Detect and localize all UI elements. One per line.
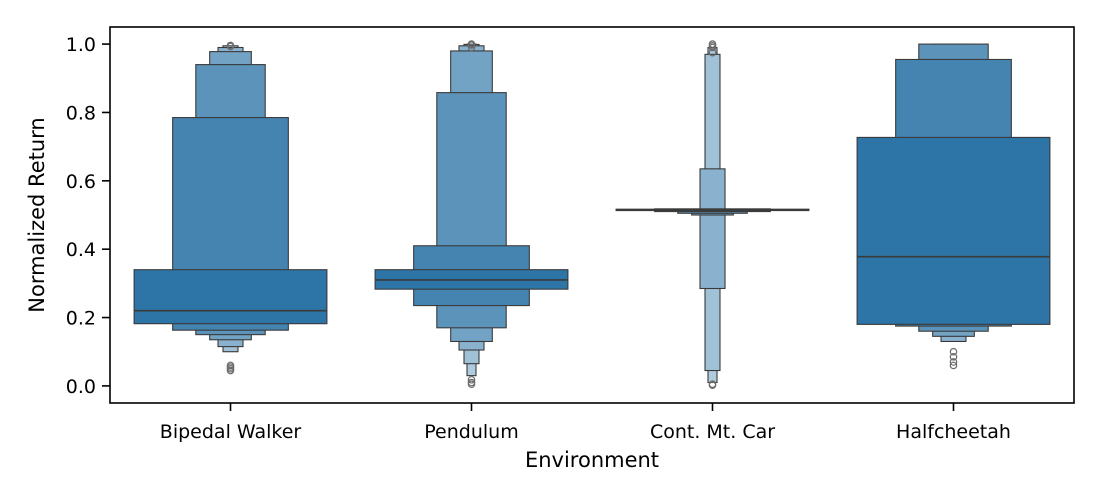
y-tick-label: 0.6 xyxy=(66,171,96,193)
x-tick-label: Pendulum xyxy=(424,421,518,443)
outlier-point xyxy=(949,347,958,356)
box-group-2 xyxy=(374,40,569,389)
letter-value-box xyxy=(856,136,1051,325)
outlier-point xyxy=(467,43,476,52)
outlier-point xyxy=(467,378,476,387)
outlier-point xyxy=(949,353,958,361)
axes-layer: 0.0 0.2 0.4 0.6 0.8 1.0 Bipedal Walker Pendulum… xyxy=(66,26,1075,443)
y-tick-label: 0.4 xyxy=(66,239,96,261)
outlier-point xyxy=(226,41,235,50)
y-tick-label: 0.0 xyxy=(66,376,96,398)
boxes-layer xyxy=(133,40,1051,390)
x-tick-label: Cont. Mt. Car xyxy=(650,421,775,443)
outlier-point xyxy=(949,358,958,366)
box-group-3 xyxy=(615,40,810,390)
y-tick-label: 1.0 xyxy=(66,34,96,56)
outlier-point xyxy=(708,40,717,48)
outlier-point xyxy=(226,361,235,370)
box-group-4 xyxy=(856,43,1051,370)
letter-value-box xyxy=(699,168,726,290)
y-axis-title: Normalized Return xyxy=(25,117,49,312)
outlier-point xyxy=(467,40,476,48)
x-tick-label: Bipedal Walker xyxy=(160,421,302,443)
plot-frame xyxy=(109,26,1075,404)
x-axis-title: Environment xyxy=(525,448,659,472)
y-tick-label: 0.8 xyxy=(66,102,96,124)
outlier-point xyxy=(708,380,717,389)
letter-value-box xyxy=(133,269,328,325)
box-group-1 xyxy=(133,41,328,375)
outlier-point xyxy=(949,361,958,370)
y-tick-label: 0.2 xyxy=(66,308,96,330)
outlier-point xyxy=(467,375,476,384)
x-tick-label: Halfcheetah xyxy=(896,421,1011,443)
